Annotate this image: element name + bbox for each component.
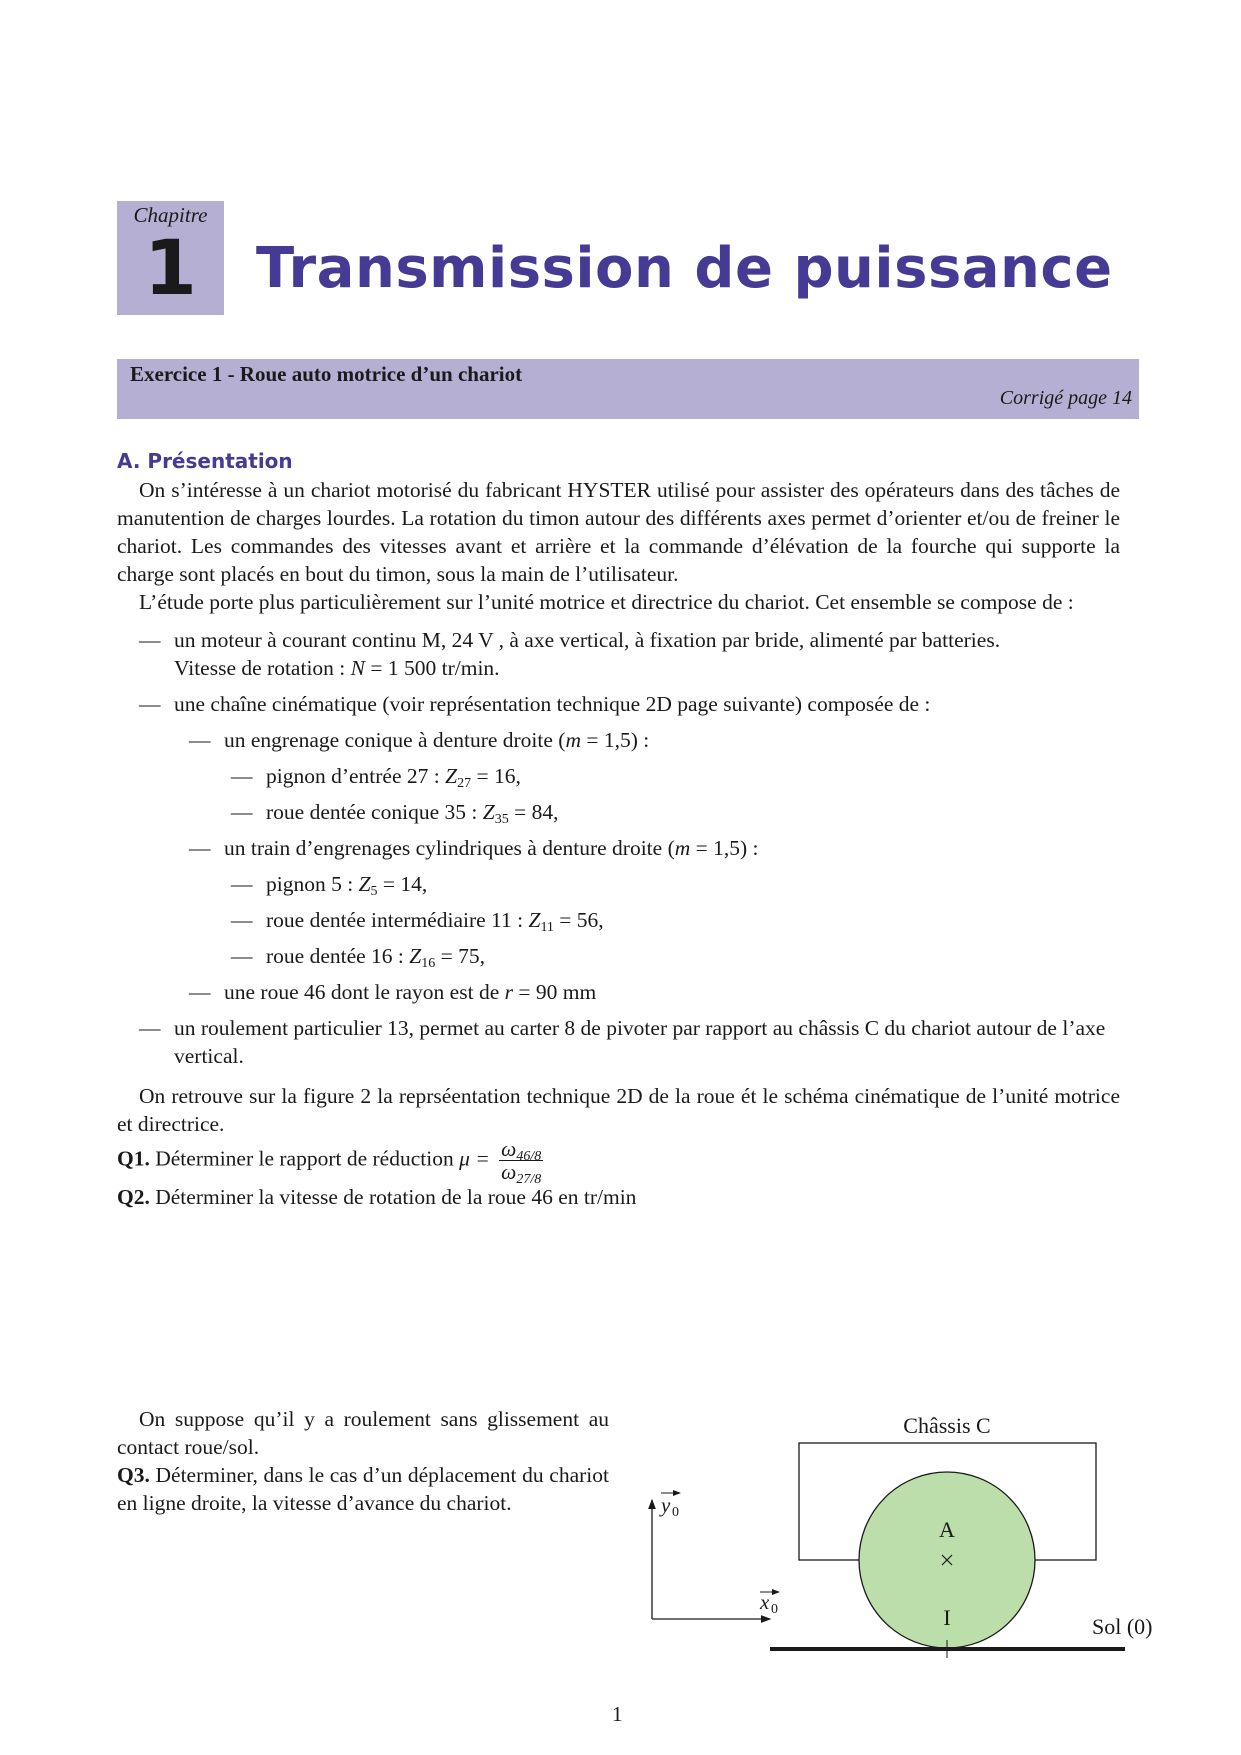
math-var: Z — [482, 800, 495, 824]
exercise-title: Exercice 1 - Roue auto motrice d’un char… — [130, 362, 523, 386]
body-text: On s’intéresse à un chariot motorisé du … — [117, 476, 1120, 1211]
item-text: roue dentée 16 : — [266, 944, 410, 968]
math-var: m — [674, 836, 691, 860]
question-text: Déterminer le rapport de réduction — [149, 1146, 460, 1171]
question-label: Q1. — [117, 1146, 150, 1171]
question-text: Déterminer la vitesse de rotation de la … — [149, 1185, 637, 1209]
math-var: N — [350, 656, 365, 680]
item-text: un moteur à courant continu M, 24 V , à … — [174, 628, 1001, 652]
exercise-header: Exercice 1 - Roue auto motrice d’un char… — [117, 359, 1139, 419]
paragraph: On retrouve sur la figure 2 la reprséent… — [117, 1084, 1120, 1136]
dash: — — [231, 944, 253, 968]
math-var: μ = — [459, 1146, 496, 1171]
item-text: une chaîne cinématique (voir représentat… — [174, 692, 931, 716]
item-text: pignon d’entrée 27 : — [266, 764, 446, 788]
math-sub: 11 — [540, 920, 554, 935]
item-text: Vitesse de rotation : — [174, 656, 351, 680]
list-item: — un engrenage conique à denture droite … — [117, 726, 1120, 754]
math-sub: 46/8 — [516, 1149, 542, 1164]
item-text: un engrenage conique à denture droite ( — [224, 728, 566, 752]
item-text: une roue 46 dont le rayon est de — [224, 980, 505, 1004]
question-text: Déterminer, dans le cas d’un déplacement… — [117, 1463, 609, 1515]
item-text: = 84, — [508, 800, 559, 824]
chapter-label: Chapitre — [133, 203, 208, 227]
page-number: 1 — [612, 1702, 623, 1726]
item-text: roue dentée intermédiaire 11 : — [266, 908, 529, 932]
list-item: — pignon 5 : Z5 = 14, — [117, 870, 1120, 899]
math-sub: 27/8 — [516, 1172, 542, 1187]
question-q3: Q3. Déterminer, dans le cas d’un déplace… — [117, 1461, 609, 1517]
item-text: = 14, — [377, 872, 428, 896]
math-var: Z — [358, 872, 371, 896]
math-sub: 27 — [457, 776, 472, 791]
math-sub: 5 — [370, 884, 378, 899]
dash: — — [189, 836, 211, 860]
list-item: — un train d’engrenages cylindriques à d… — [117, 834, 1120, 862]
dash: — — [231, 872, 253, 896]
dash: — — [139, 628, 161, 652]
dash: — — [139, 1016, 161, 1040]
math-var: Z — [409, 944, 422, 968]
chapter-number: 1 — [144, 223, 197, 312]
chapter-title: Transmission de puissance — [256, 236, 1113, 301]
list-item: — une chaîne cinématique (voir représent… — [117, 690, 1120, 718]
list-item: — roue dentée intermédiaire 11 : Z11 = 5… — [117, 906, 1120, 935]
math-value: = 1 500 tr/min. — [364, 656, 500, 680]
question-label: Q3. — [117, 1463, 150, 1487]
item-text: = 90 mm — [513, 980, 597, 1004]
list-item: — un roulement particulier 13, permet au… — [117, 1014, 1120, 1070]
item-text: = 1,5) : — [690, 836, 759, 860]
item-text: = 16, — [471, 764, 521, 788]
dash: — — [189, 728, 211, 752]
list-item: — roue dentée 16 : Z16 = 75, — [117, 942, 1120, 971]
dash: — — [139, 692, 161, 716]
point-i-label: I — [943, 1605, 950, 1630]
point-a-label: A — [939, 1517, 955, 1542]
x-var: x — [759, 1590, 770, 1614]
math-var: m — [565, 728, 581, 752]
item-text: pignon 5 : — [266, 872, 359, 896]
list-item: — une roue 46 dont le rayon est de r = 9… — [117, 978, 1120, 1006]
item-text: = 75, — [435, 944, 486, 968]
denominator: ω — [501, 1160, 517, 1184]
list-item: — pignon d’entrée 27 : Z27 = 16, — [117, 762, 1120, 791]
question-q2: Q2. Déterminer la vitesse de rotation de… — [117, 1183, 1120, 1211]
math-var: Z — [445, 764, 458, 788]
section-heading: A. Présentation — [117, 449, 293, 473]
lower-text: On suppose qu’il y a roulement sans glis… — [117, 1405, 609, 1517]
math-sub: 16 — [421, 956, 436, 971]
paragraph: On s’intéresse à un chariot motorisé du … — [117, 478, 1120, 586]
y-axis-label: y 0 — [659, 1490, 681, 1520]
numerator: ω — [501, 1137, 517, 1161]
paragraph: L’étude porte plus particulièrement sur … — [139, 590, 1074, 614]
x-axis-label: x 0 — [759, 1589, 780, 1617]
fraction: ω46/8 ω27/8 — [499, 1137, 544, 1187]
y-sub: 0 — [672, 1505, 679, 1520]
ground-label: Sol (0) — [1092, 1614, 1153, 1639]
item-text: = 56, — [553, 908, 604, 932]
chassis-label: Châssis C — [903, 1413, 990, 1438]
item-text: = 1,5) : — [581, 728, 650, 752]
item-text: un train d’engrenages cylindriques à den… — [224, 836, 675, 860]
math-sub: 35 — [494, 812, 509, 827]
list-item: — un moteur à courant continu M, 24 V , … — [117, 626, 1120, 682]
x-sub: 0 — [771, 1602, 778, 1617]
question-label: Q2. — [117, 1185, 150, 1209]
correction-reference: Corrigé page 14 — [999, 387, 1132, 409]
chapter-box: Chapitre 1 — [117, 201, 224, 315]
math-var: r — [504, 980, 513, 1004]
paragraph: On suppose qu’il y a roulement sans glis… — [117, 1407, 609, 1459]
dash: — — [231, 908, 253, 932]
item-text: un roulement particulier 13, permet au c… — [174, 1016, 1106, 1068]
list-item: — roue dentée conique 35 : Z35 = 84, — [117, 798, 1120, 827]
dash: — — [231, 800, 253, 824]
dash: — — [231, 764, 253, 788]
y-var: y — [659, 1493, 671, 1517]
question-q1: Q1. Déterminer le rapport de réduction μ… — [117, 1137, 1120, 1187]
center-cross-icon — [941, 1554, 953, 1566]
math-var: Z — [528, 908, 541, 932]
dash: — — [189, 980, 211, 1004]
item-text: roue dentée conique 35 : — [266, 800, 483, 824]
